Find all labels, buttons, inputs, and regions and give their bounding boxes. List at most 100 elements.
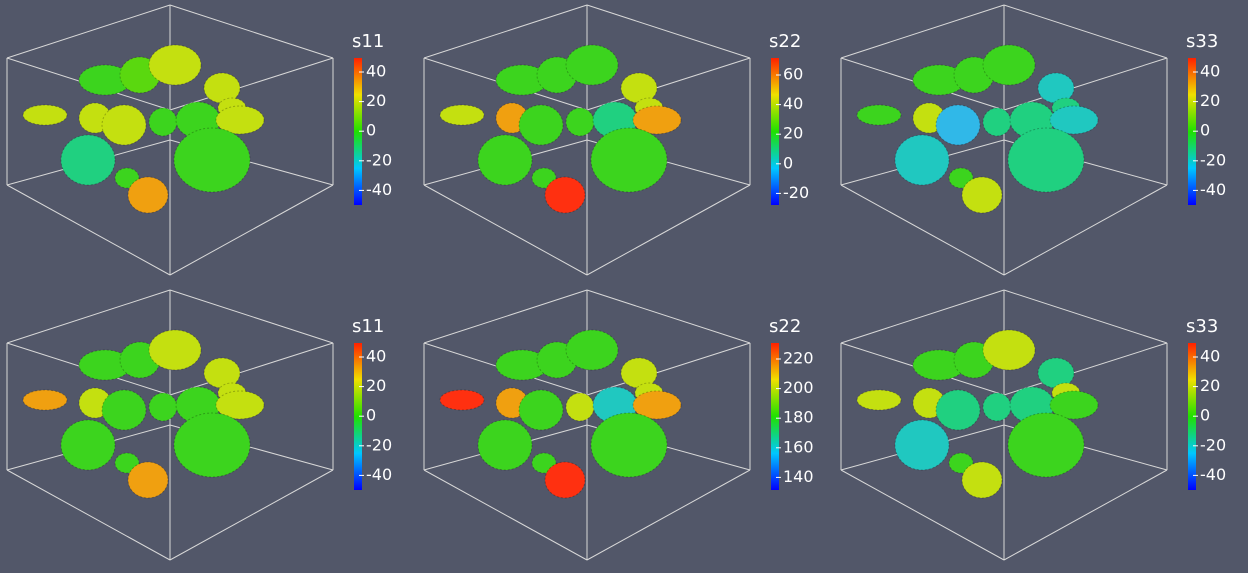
bounding-box: [423, 4, 751, 276]
grain: [565, 44, 619, 86]
colorbar-label: -40: [366, 465, 392, 484]
box-edge: [840, 469, 1005, 561]
colorbar-title: s33: [1186, 31, 1218, 52]
colorbar: [771, 58, 779, 205]
grain: [439, 389, 485, 411]
box-edge: [423, 469, 588, 561]
box-edge: [423, 289, 588, 344]
grain: [148, 44, 202, 86]
colorbar-label: 20: [366, 376, 386, 395]
panel: s11 40 20 0 -20 -40: [6, 4, 392, 276]
grain: [531, 452, 557, 474]
grain: [127, 461, 169, 499]
grains: [22, 329, 265, 499]
colorbar-label: 20: [1200, 91, 1220, 110]
colorbar-label: 0: [783, 153, 793, 172]
grains: [856, 44, 1099, 214]
grain: [477, 134, 533, 186]
grain: [894, 419, 950, 471]
grain: [894, 134, 950, 186]
colorbar-label: -20: [366, 150, 392, 169]
colorbar-title: s22: [769, 31, 801, 52]
colorbar-label: -20: [1200, 435, 1226, 454]
colorbar-label: 200: [783, 378, 814, 397]
colorbar-label: 40: [1200, 347, 1220, 366]
colorbar-label: -20: [783, 183, 809, 202]
box-edge: [1003, 57, 1168, 111]
box-edge: [1003, 184, 1168, 276]
grain: [935, 104, 981, 146]
grain: [22, 104, 68, 126]
grain: [935, 389, 981, 431]
grain: [439, 104, 485, 126]
box-edge: [423, 184, 588, 276]
grain: [114, 452, 140, 474]
grain: [565, 329, 619, 371]
box-edge: [423, 4, 588, 59]
box-edge: [169, 4, 334, 59]
colorbar: [1188, 343, 1196, 490]
colorbar-label: 40: [1200, 62, 1220, 81]
colorbar-label: 0: [1200, 406, 1210, 425]
grain: [544, 176, 586, 214]
colorbar: [1188, 58, 1196, 205]
colorbar-label: 40: [783, 94, 803, 113]
colorbar-title: s11: [352, 31, 384, 52]
grain: [544, 461, 586, 499]
grain: [565, 392, 595, 422]
colorbar-label: -40: [1200, 465, 1226, 484]
colorbar-label: -20: [366, 435, 392, 454]
box-edge: [6, 184, 171, 276]
grain: [1007, 127, 1085, 193]
colorbar-label: -40: [1200, 180, 1226, 199]
box-edge: [586, 4, 751, 59]
box-edge: [840, 289, 1005, 344]
colorbar-label: -40: [366, 180, 392, 199]
colorbar-label: 220: [783, 349, 814, 368]
grain: [518, 104, 564, 146]
colorbar-label: -20: [1200, 150, 1226, 169]
box-edge: [1003, 469, 1168, 561]
grain: [173, 127, 251, 193]
grain: [60, 134, 116, 186]
box-edge: [6, 289, 171, 344]
colorbar-title: s22: [769, 316, 801, 337]
grain: [101, 389, 147, 431]
colorbar: [771, 343, 779, 490]
grain: [961, 461, 1003, 499]
colorbar: [354, 343, 362, 490]
colorbar-label: 40: [366, 347, 386, 366]
box-edge: [586, 342, 751, 396]
box-edge: [586, 469, 751, 561]
box-edge: [169, 469, 334, 561]
grain: [215, 105, 265, 135]
box-edge: [586, 57, 751, 111]
colorbar-label: 20: [1200, 376, 1220, 395]
box-edge: [6, 469, 171, 561]
grain: [60, 419, 116, 471]
grain: [565, 107, 595, 137]
panel: s33 40 20 0 -20 -40: [840, 289, 1226, 561]
panel: s33 40 20 0 -20 -40: [840, 4, 1226, 276]
panel: s22 220 200 180 160 140: [423, 289, 814, 561]
box-edge: [169, 342, 334, 396]
grain: [982, 329, 1036, 371]
grain: [114, 167, 140, 189]
colorbar-title: s11: [352, 316, 384, 337]
grain: [856, 104, 902, 126]
box-edge: [1003, 289, 1168, 344]
grain: [982, 107, 1012, 137]
colorbar-label: 160: [783, 437, 814, 456]
box-edge: [169, 184, 334, 276]
grain: [982, 44, 1036, 86]
grains: [439, 44, 682, 214]
colorbar-label: 60: [783, 65, 803, 84]
grain: [590, 412, 668, 478]
box-edge: [169, 289, 334, 344]
grain: [101, 104, 147, 146]
grain: [518, 389, 564, 431]
grain: [173, 412, 251, 478]
grain: [1007, 412, 1085, 478]
bounding-box: [840, 4, 1168, 276]
